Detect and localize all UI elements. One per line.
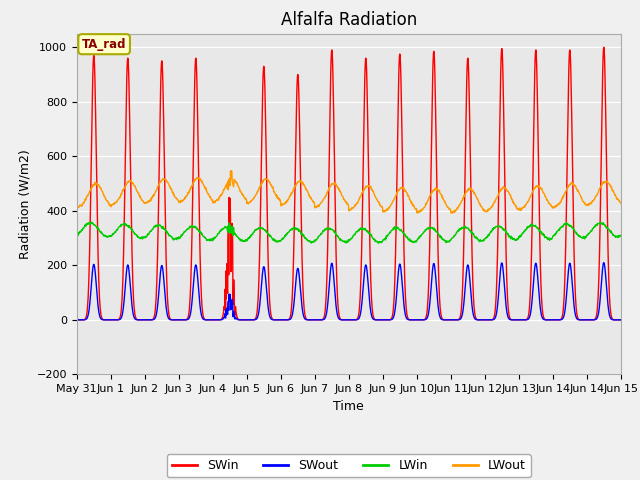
Y-axis label: Radiation (W/m2): Radiation (W/m2) (18, 149, 31, 259)
Line: LWout: LWout (77, 171, 620, 213)
SWin (324, 233, 332, 239)
SWout (477, 317, 484, 323)
LWin (335, 235, 342, 241)
SWout (616, 317, 624, 323)
LWout (616, 200, 624, 206)
Line: SWout: SWout (77, 263, 620, 320)
SWout (556, 317, 564, 323)
SWin (556, 317, 564, 323)
Line: LWin: LWin (77, 222, 620, 243)
LWin (324, 226, 332, 231)
LWout (158, 178, 166, 183)
SWin (73, 317, 81, 323)
LWout (557, 199, 564, 205)
SWout (600, 260, 607, 265)
Text: TA_rad: TA_rad (82, 38, 127, 51)
SWin (600, 44, 607, 50)
LWout (447, 210, 455, 216)
SWin (616, 317, 624, 323)
X-axis label: Time: Time (333, 400, 364, 413)
LWout (73, 204, 81, 210)
SWout (158, 263, 166, 268)
LWout (324, 188, 332, 193)
LWin (557, 225, 564, 230)
SWin (334, 305, 342, 311)
SWout (73, 317, 81, 323)
LWin (158, 226, 166, 231)
LWin (88, 219, 95, 225)
SWin (610, 317, 618, 323)
Legend: SWin, SWout, LWin, LWout: SWin, SWout, LWin, LWout (167, 454, 531, 477)
LWout (477, 204, 485, 209)
LWin (374, 240, 382, 246)
SWout (610, 317, 618, 323)
LWout (228, 168, 236, 174)
SWout (324, 300, 332, 305)
LWout (335, 185, 342, 191)
LWin (73, 233, 81, 239)
SWin (477, 317, 484, 323)
SWout (334, 314, 342, 320)
Title: Alfalfa Radiation: Alfalfa Radiation (281, 11, 417, 29)
LWin (477, 239, 485, 244)
Line: SWin: SWin (77, 47, 620, 320)
LWin (610, 233, 618, 239)
LWout (610, 190, 618, 196)
SWin (158, 58, 166, 64)
LWin (616, 232, 624, 238)
